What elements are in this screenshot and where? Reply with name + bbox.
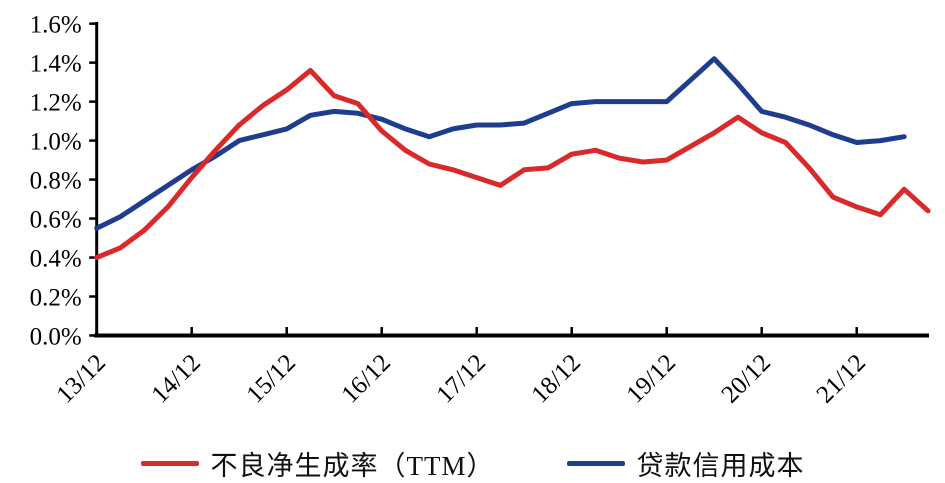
y-tick-label: 0.0% — [30, 324, 82, 351]
x-tick-label: 18/12 — [527, 349, 586, 408]
legend-label-npl-net-generation: 不良净生成率（TTM） — [210, 451, 495, 481]
y-tick-label: 1.0% — [30, 129, 82, 156]
legend-swatch-blue-line — [566, 461, 625, 466]
x-tick-label: 14/12 — [147, 349, 206, 408]
y-tick-label: 1.2% — [30, 90, 82, 117]
y-tick-label: 0.8% — [30, 168, 82, 195]
legend-swatch-red-line — [140, 461, 199, 466]
x-tick-label: 20/12 — [717, 349, 776, 408]
legend-label-credit-cost: 贷款信用成本 — [636, 451, 805, 481]
x-tick-label: 21/12 — [812, 349, 871, 408]
x-tick-label: 16/12 — [337, 349, 396, 408]
x-tick-label: 13/12 — [52, 349, 111, 408]
legend-item-npl-net-generation: 不良净生成率（TTM） — [140, 444, 495, 483]
y-tick-label: 0.6% — [30, 207, 82, 234]
series-line-credit-cost — [94, 56, 907, 231]
chart-legend: 不良净生成率（TTM） 贷款信用成本 — [0, 444, 945, 483]
x-tick-label: 17/12 — [432, 349, 491, 408]
x-tick-label: 19/12 — [622, 349, 681, 408]
legend-item-credit-cost: 贷款信用成本 — [566, 444, 805, 483]
y-tick-label: 0.4% — [30, 246, 82, 273]
series-line-npl-net-generation — [94, 67, 931, 260]
y-tick-label: 0.2% — [30, 285, 82, 312]
x-tick-label: 15/12 — [242, 349, 301, 408]
y-tick-label: 1.4% — [30, 51, 82, 78]
y-tick-label: 1.6% — [30, 12, 82, 39]
